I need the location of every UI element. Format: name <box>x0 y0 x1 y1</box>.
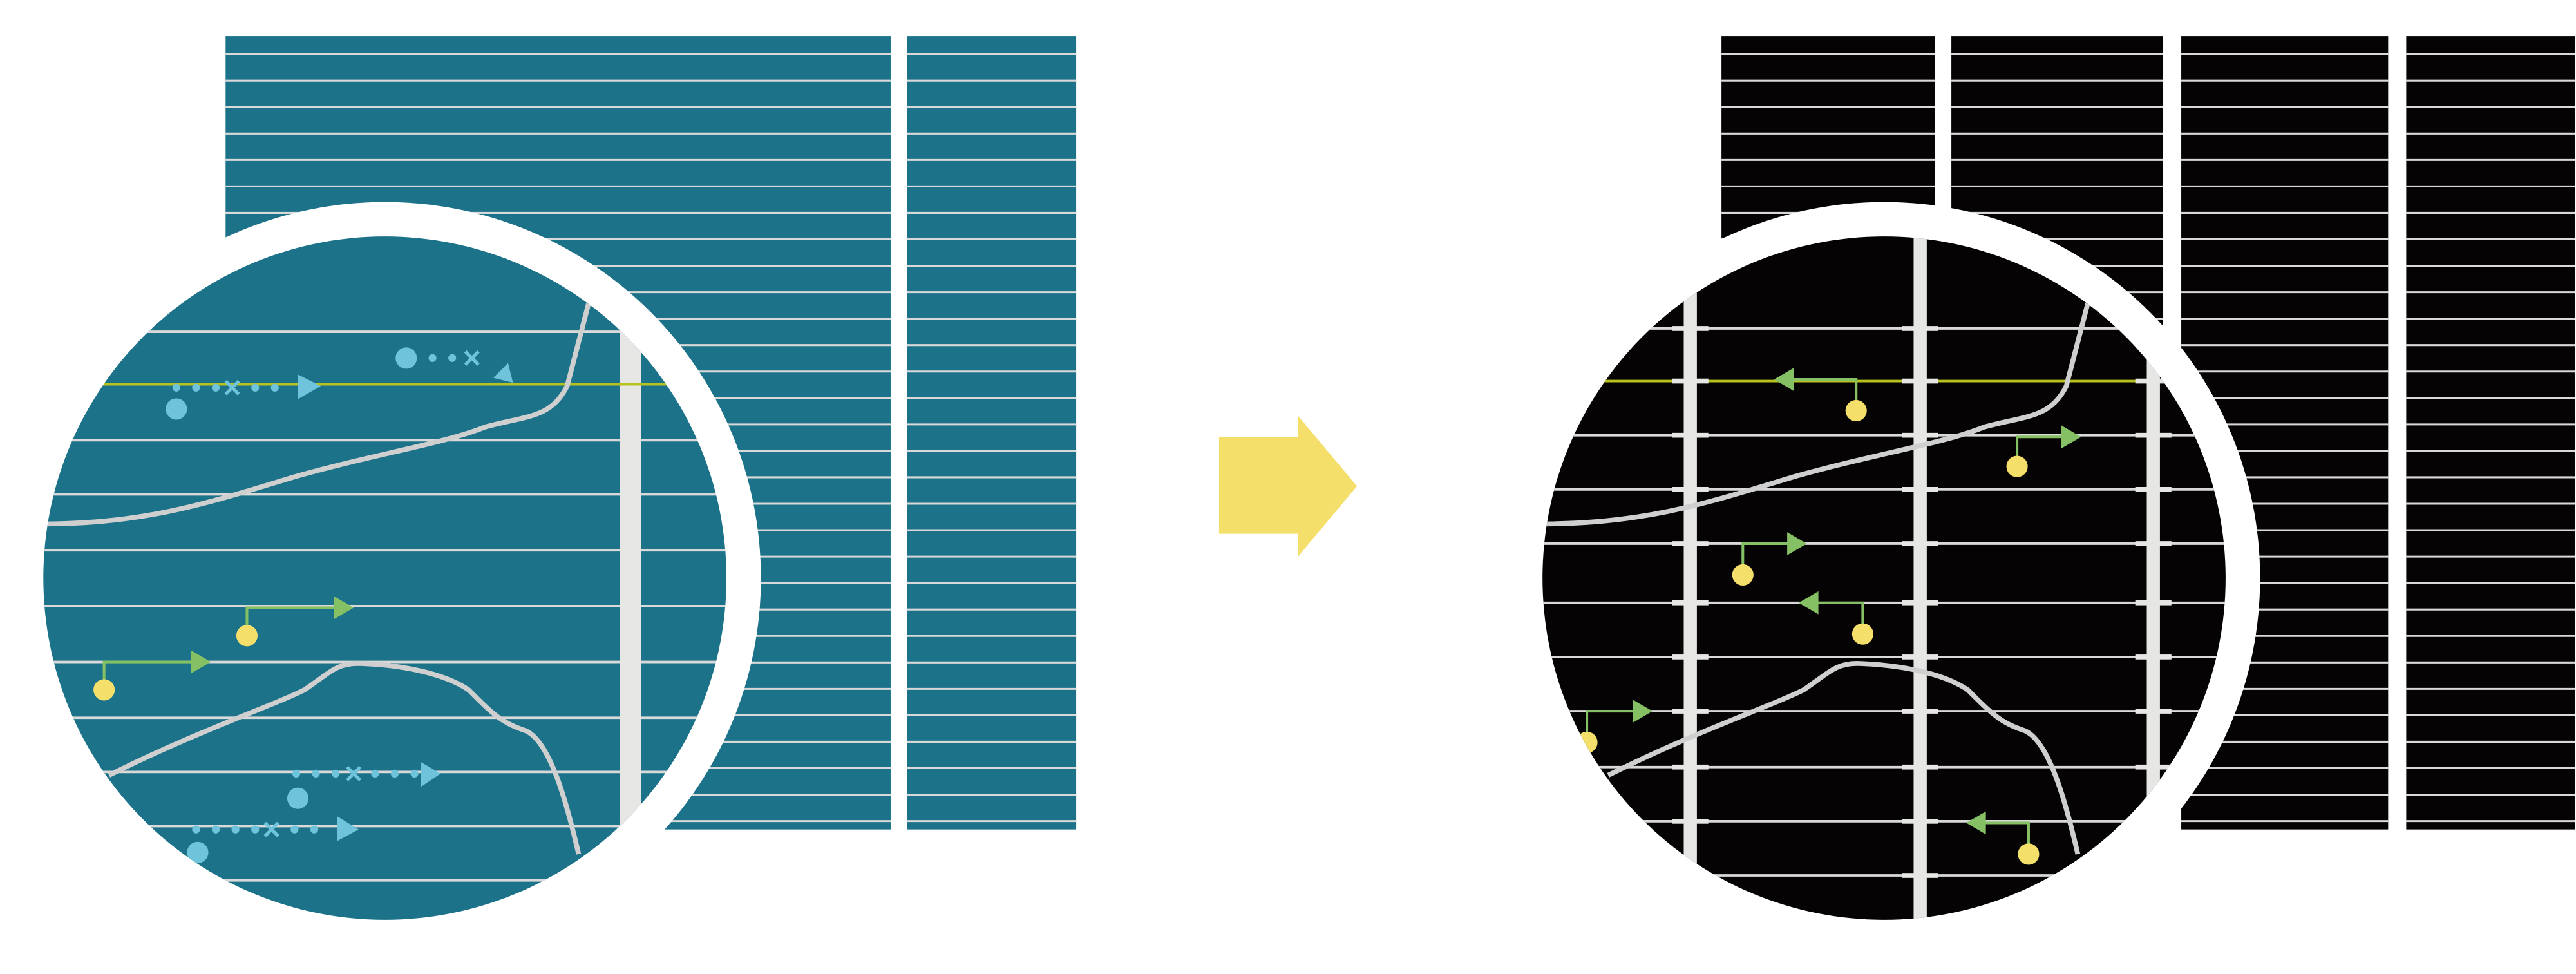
arrowhead-icon <box>337 816 359 841</box>
arrowhead-icon <box>191 650 211 674</box>
bar-tick <box>1902 654 1938 660</box>
arrowhead-icon <box>1798 591 1819 615</box>
bar-tick <box>2135 764 2172 770</box>
bar-tick <box>2135 541 2172 546</box>
bar-tick <box>1672 819 1709 824</box>
dot <box>251 383 260 392</box>
bar-tick <box>2135 600 2172 606</box>
x-mark-icon <box>346 765 362 781</box>
bar-tick <box>1672 378 1709 384</box>
panel-column <box>2406 36 2576 830</box>
arrowhead-icon <box>334 596 354 620</box>
bar-tick <box>1902 819 1938 824</box>
yellow-dot <box>1732 564 1754 586</box>
yellow-dot <box>236 625 258 647</box>
bar-tick <box>1672 654 1709 660</box>
yellow-dot <box>2018 843 2040 865</box>
dot <box>231 825 240 834</box>
arrowhead-icon <box>298 374 321 399</box>
dot <box>292 769 301 778</box>
after-panel <box>1508 36 2576 955</box>
dot <box>211 383 220 392</box>
bar-tick <box>2135 873 2172 878</box>
bar-tick <box>1902 541 1938 546</box>
x-mark-icon <box>224 379 240 396</box>
arrowhead-icon <box>1774 368 1794 391</box>
bar-tick <box>1672 764 1709 770</box>
origin-dot <box>166 398 187 420</box>
dot <box>290 825 299 834</box>
bar-tick <box>2135 378 2172 384</box>
vertical-bar <box>2146 236 2160 920</box>
bar-tick <box>2135 654 2172 660</box>
bar-tick <box>1902 487 1938 492</box>
yellow-dot <box>1852 623 1873 645</box>
x-mark-icon <box>464 350 480 366</box>
dot <box>211 825 220 834</box>
bar-tick <box>2135 432 2172 438</box>
arrowhead-icon <box>421 762 441 787</box>
panel-column <box>907 36 1077 830</box>
bar-tick <box>1672 432 1709 438</box>
bar-tick <box>1902 326 1938 331</box>
dot <box>390 769 399 778</box>
x-mark-icon <box>263 821 279 837</box>
dot <box>410 769 419 778</box>
arrowhead-icon <box>1787 532 1807 555</box>
dot <box>172 383 180 392</box>
origin-dot <box>395 347 417 369</box>
vertical-bar <box>1913 236 1927 920</box>
origin-dot <box>187 841 209 863</box>
dot <box>192 383 200 392</box>
yellow-dot <box>2006 455 2028 477</box>
origin-dot <box>287 787 309 809</box>
bar-tick <box>1672 487 1709 492</box>
dot <box>332 769 340 778</box>
dot <box>428 354 437 362</box>
dot <box>251 825 260 834</box>
arrowhead-icon <box>2061 425 2081 449</box>
dot <box>270 383 279 392</box>
dot <box>371 769 379 778</box>
dot <box>192 825 200 834</box>
dot <box>310 825 319 834</box>
bar-tick <box>1672 541 1709 546</box>
bar-tick <box>1902 600 1938 606</box>
bar-tick <box>1902 873 1938 878</box>
bar-tick <box>2135 487 2172 492</box>
bar-tick <box>1902 432 1938 438</box>
arrowhead-icon <box>1633 700 1653 723</box>
dot <box>448 354 457 362</box>
yellow-dot <box>93 679 115 701</box>
before-panel <box>8 36 1077 955</box>
right-arrow-icon <box>1218 415 1358 557</box>
after-magnified-view <box>1542 236 2226 920</box>
yellow-dot <box>1845 399 1867 422</box>
dot <box>312 769 320 778</box>
bar-tick <box>1672 600 1709 606</box>
arrowhead-icon <box>1966 811 1986 835</box>
bar-tick <box>1672 709 1709 714</box>
bar-tick <box>1902 764 1938 770</box>
bar-tick <box>1672 326 1709 331</box>
bar-tick <box>1902 378 1938 384</box>
bar-tick <box>2135 709 2172 714</box>
vertical-bar <box>1683 236 1697 920</box>
bar-tick <box>1902 709 1938 714</box>
arrowhead-icon <box>493 363 513 383</box>
